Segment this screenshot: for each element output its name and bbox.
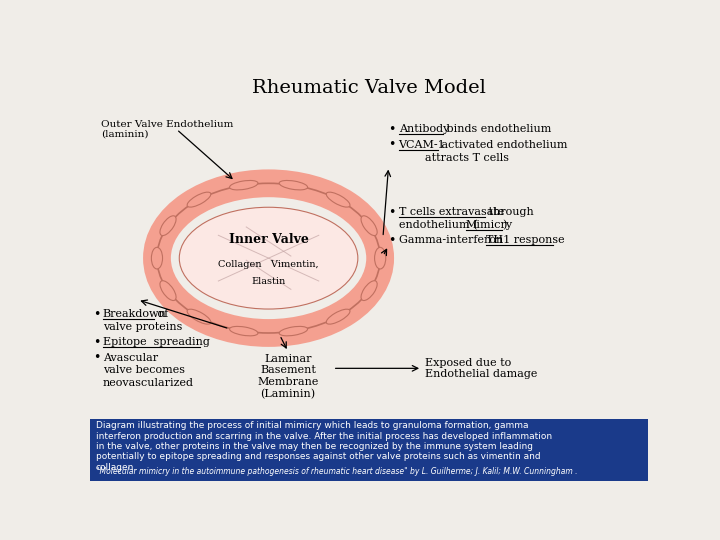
- Text: Inner Valve: Inner Valve: [229, 233, 308, 246]
- Text: •: •: [389, 206, 396, 219]
- Text: •: •: [389, 123, 396, 136]
- Text: of: of: [154, 309, 168, 319]
- Ellipse shape: [187, 192, 211, 207]
- Text: •: •: [389, 138, 396, 151]
- Text: Gamma-interferon: Gamma-interferon: [399, 235, 506, 245]
- Text: neovascularized: neovascularized: [103, 378, 194, 388]
- Text: •: •: [93, 336, 100, 349]
- Text: Breakdown: Breakdown: [103, 309, 166, 319]
- Ellipse shape: [361, 216, 377, 235]
- Text: attracts T cells: attracts T cells: [425, 153, 509, 163]
- Bar: [90, 65, 648, 420]
- Text: Mimicry: Mimicry: [466, 220, 513, 230]
- Text: T cells extravasate: T cells extravasate: [399, 207, 504, 218]
- Ellipse shape: [187, 309, 211, 324]
- Ellipse shape: [326, 192, 350, 207]
- Ellipse shape: [160, 216, 176, 235]
- Text: •: •: [389, 234, 396, 247]
- Text: ): ): [503, 220, 507, 231]
- Text: TH1 response: TH1 response: [486, 235, 564, 245]
- Text: Avascular: Avascular: [103, 353, 158, 363]
- Text: Elastin: Elastin: [251, 276, 286, 286]
- Text: "Molecular mimicry in the autoimmune pathogenesis of rheumatic heart disease" by: "Molecular mimicry in the autoimmune pat…: [96, 467, 577, 476]
- Text: Rheumatic Valve Model: Rheumatic Valve Model: [252, 79, 486, 97]
- Ellipse shape: [160, 281, 176, 301]
- Ellipse shape: [279, 180, 307, 190]
- Text: activated endothelium: activated endothelium: [438, 140, 567, 150]
- Text: •: •: [93, 308, 100, 321]
- Ellipse shape: [279, 326, 307, 336]
- Text: Collagen   Vimentin,: Collagen Vimentin,: [218, 260, 319, 269]
- Text: binds endothelium: binds endothelium: [444, 124, 552, 134]
- Ellipse shape: [230, 180, 258, 190]
- Ellipse shape: [151, 247, 163, 269]
- Text: •: •: [93, 352, 100, 365]
- Text: Outer Valve Endothelium
(laminin): Outer Valve Endothelium (laminin): [101, 119, 233, 139]
- Ellipse shape: [326, 309, 350, 324]
- Ellipse shape: [179, 207, 358, 309]
- Text: Diagram illustrating the process of initial mimicry which leads to granuloma for: Diagram illustrating the process of init…: [96, 421, 552, 472]
- Text: Exposed due to
Endothelial damage: Exposed due to Endothelial damage: [425, 357, 537, 379]
- Text: valve becomes: valve becomes: [103, 366, 185, 375]
- Ellipse shape: [230, 326, 258, 336]
- Text: Epitope  spreading: Epitope spreading: [103, 337, 210, 347]
- Text: Antibody: Antibody: [399, 124, 449, 134]
- Ellipse shape: [361, 281, 377, 301]
- Ellipse shape: [374, 247, 386, 269]
- Text: VCAM-1: VCAM-1: [399, 140, 446, 150]
- Bar: [90, 419, 648, 481]
- Text: valve proteins: valve proteins: [103, 322, 182, 332]
- Text: through: through: [485, 207, 534, 218]
- Text: Laminar
Basement
Membrane
(Laminin): Laminar Basement Membrane (Laminin): [258, 354, 319, 399]
- Text: endothelium (: endothelium (: [399, 220, 477, 231]
